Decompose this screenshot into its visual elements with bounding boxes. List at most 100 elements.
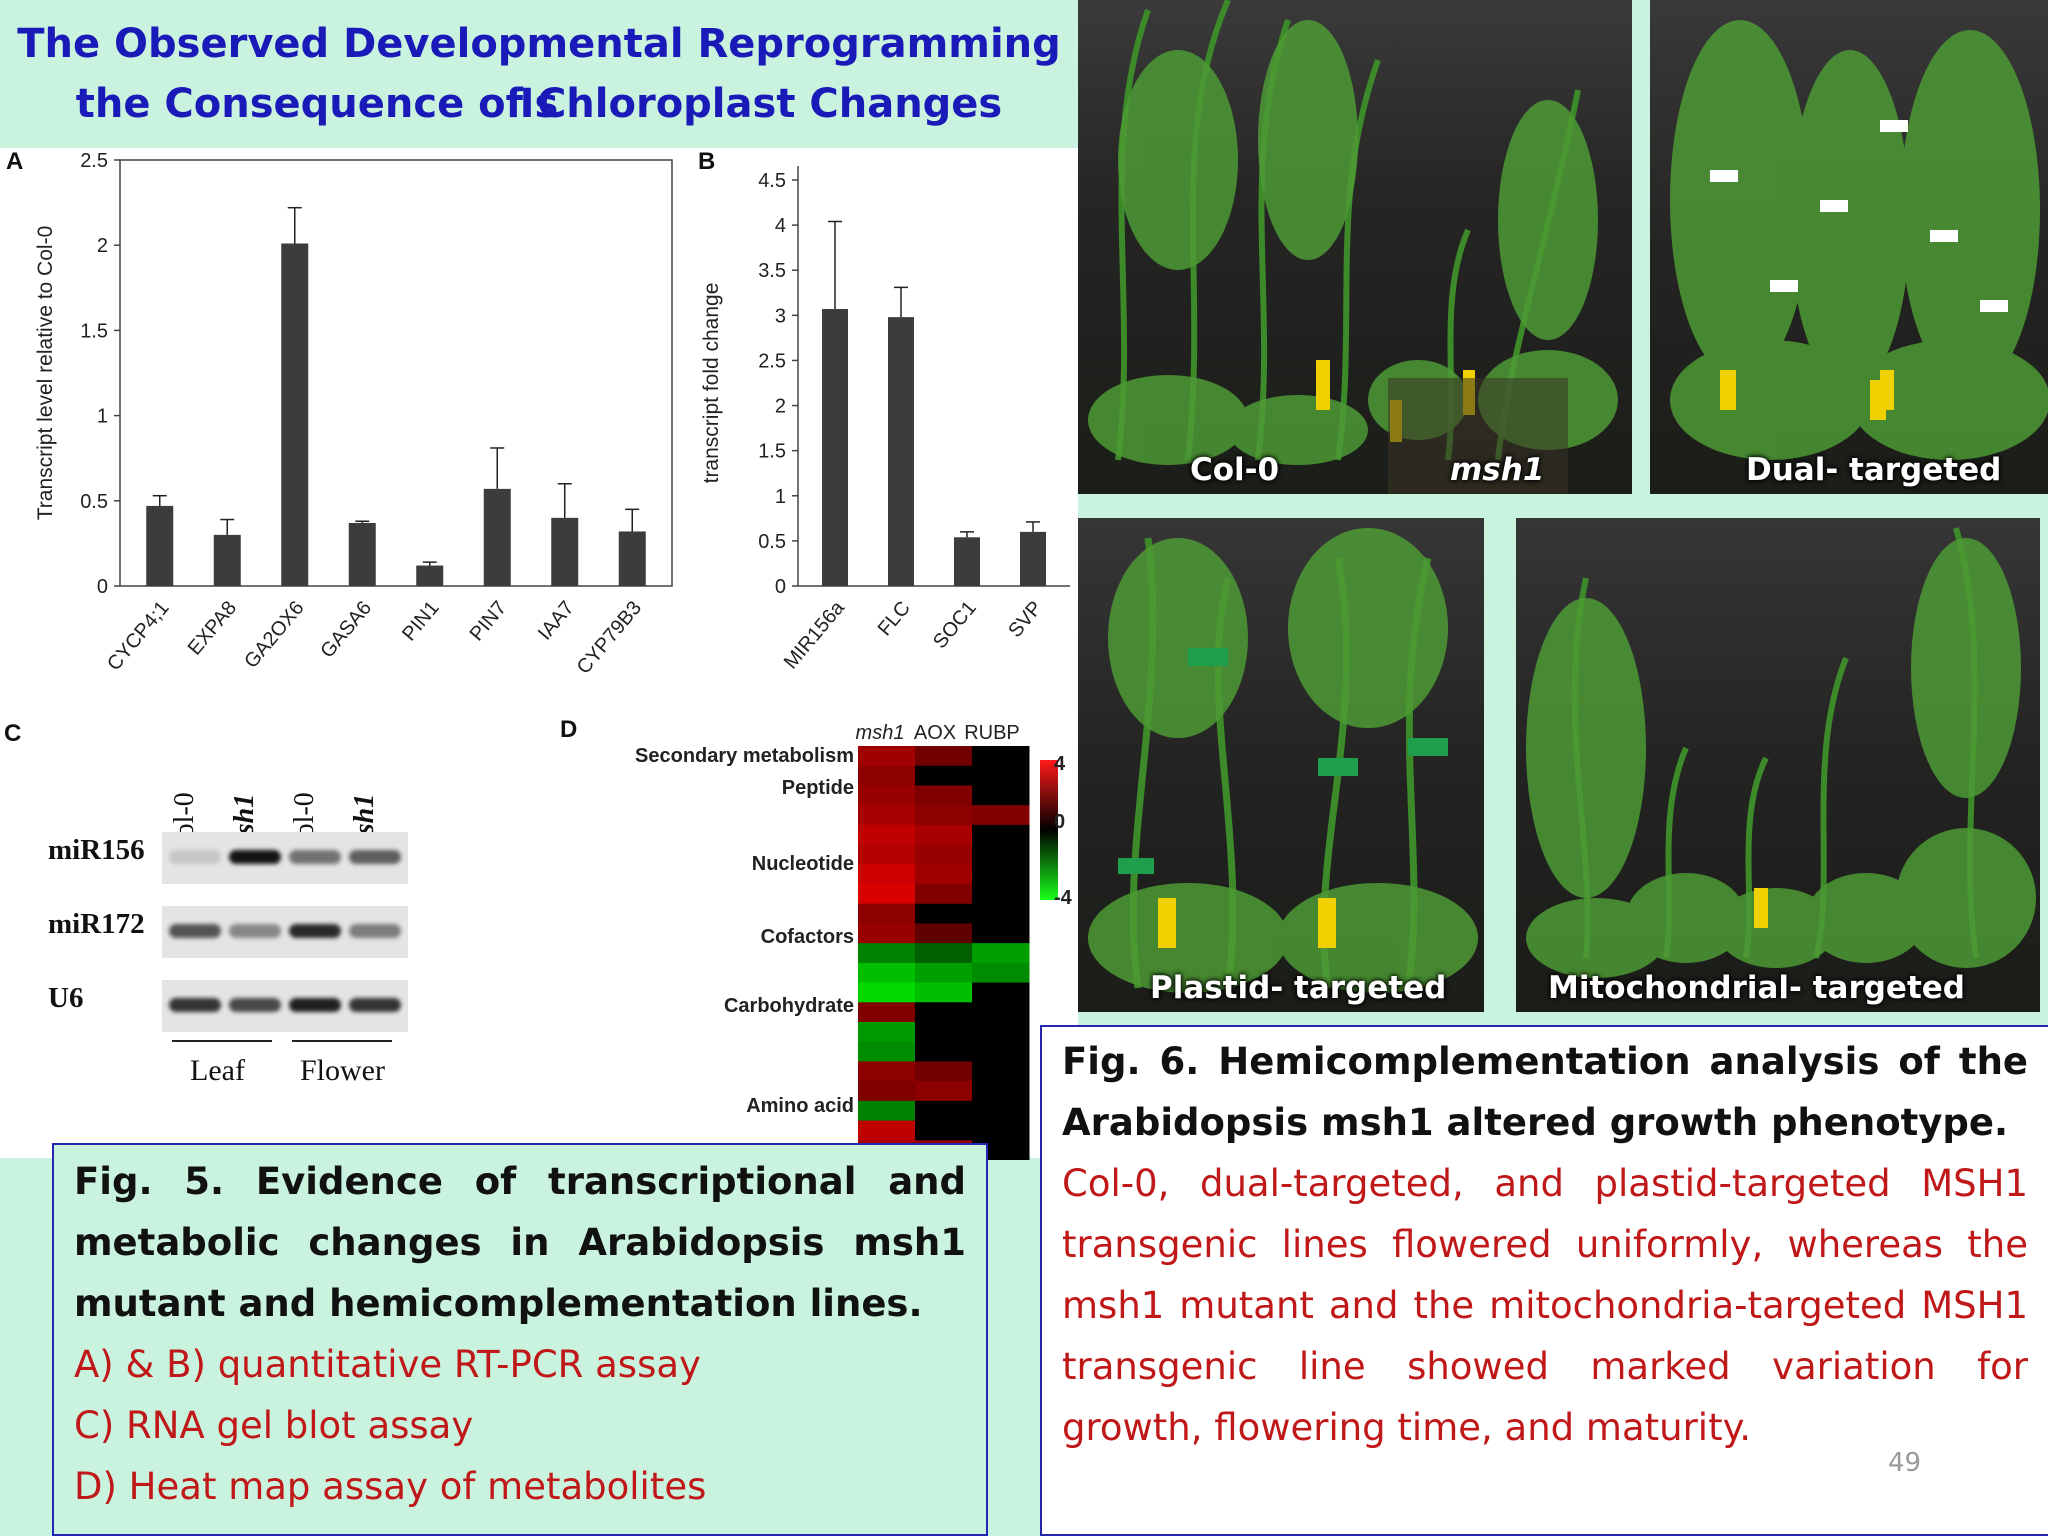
heatmap-cell bbox=[972, 982, 1030, 1003]
chart-a-y-tick-label: 0.5 bbox=[80, 491, 108, 513]
heatmap-row-group-label: Secondary metabolism bbox=[635, 745, 854, 767]
caption-fig6: Fig. 6. Hemicomplementation analysis of … bbox=[1040, 1025, 2048, 1536]
chart-b-x-tick-label: MIR156a bbox=[780, 596, 850, 673]
heatmap-cell bbox=[915, 765, 973, 786]
blot-band bbox=[289, 850, 341, 864]
chart-b-y-axis-title: transcript fold change bbox=[700, 283, 723, 484]
heatmap-row-group-label: Peptide bbox=[782, 777, 854, 799]
blot-row-label: miR156 bbox=[48, 834, 145, 866]
bar-chart-a: 0 0.5 1 1.5 2 2.5 Transcript level relative to… bbox=[34, 150, 673, 679]
heatmap-cell bbox=[915, 1002, 973, 1023]
heatmap-cell bbox=[972, 943, 1030, 964]
heatmap-cell bbox=[915, 1081, 973, 1102]
heatmap-cell bbox=[972, 844, 1030, 865]
chart-a-x-tick-label: PIN7 bbox=[466, 597, 511, 645]
heatmap-row-group-label: Nucleotide bbox=[752, 853, 854, 875]
plant-illustration bbox=[1670, 20, 2048, 460]
heatmap-cell bbox=[915, 903, 973, 924]
heatmap-row-group-label: Carbohydrate bbox=[724, 995, 854, 1017]
blot-band bbox=[169, 924, 221, 938]
heatmap-column-label: RUBP bbox=[964, 722, 1020, 744]
heatmap-cell bbox=[858, 982, 916, 1003]
heatmap-cell bbox=[915, 1061, 973, 1082]
heatmap-cell bbox=[972, 1120, 1030, 1141]
heatmap-cell bbox=[972, 1100, 1030, 1122]
blot-band bbox=[349, 850, 401, 864]
chart-b-y-tick-label: 4 bbox=[775, 215, 786, 237]
blot-group-flower: Flower bbox=[300, 1054, 385, 1087]
chart-a-plot-frame bbox=[119, 159, 673, 587]
heatmap-cell bbox=[858, 1100, 916, 1122]
chart-b-y-tick-label: 0.5 bbox=[758, 531, 786, 553]
chart-a-bar bbox=[146, 505, 174, 586]
chart-a-x-tick-label: GASA6 bbox=[316, 597, 376, 662]
chart-a-y-tick-label: 2.5 bbox=[80, 150, 108, 172]
page-number: 49 bbox=[1888, 1448, 1922, 1478]
heatmap-cell bbox=[858, 943, 916, 964]
caption6-body: Col-0, dual-targeted, and plastid-target… bbox=[1062, 1162, 2028, 1449]
heatmap-cell bbox=[915, 805, 973, 826]
heatmap-cell bbox=[858, 805, 916, 826]
heatmap-cell bbox=[915, 943, 973, 964]
caption5-line-1: A) & B) quantitative RT-PCR assay bbox=[74, 1343, 701, 1386]
title-line-2: the Consequence of Chloroplast Changes bbox=[75, 81, 1003, 127]
blot-band bbox=[289, 998, 341, 1012]
chart-a-bar bbox=[348, 522, 376, 586]
blot-band bbox=[169, 850, 221, 864]
heatmap-cell bbox=[915, 982, 973, 1003]
chart-b-y-tick-label: 2.5 bbox=[758, 350, 786, 372]
caption5-line-2: C) RNA gel blot assay bbox=[74, 1404, 474, 1447]
chart-b-y-tick-label: 1 bbox=[775, 486, 786, 508]
chart-a-y-tick-label: 0 bbox=[97, 576, 108, 598]
chart-a-bar bbox=[281, 243, 309, 586]
blot-band bbox=[229, 850, 281, 864]
colorbar-tick-label: 0 bbox=[1054, 811, 1065, 833]
heatmap-cell bbox=[858, 844, 916, 865]
plant-illustration bbox=[1088, 0, 1618, 494]
colorbar-tick-label: -4 bbox=[1054, 887, 1073, 909]
caption5-bold: Fig. 5. Evidence of transcriptional and … bbox=[74, 1160, 966, 1325]
chart-b-y-tick-label: 3 bbox=[775, 305, 786, 327]
title-line-1: The Observed Developmental Reprogramming… bbox=[17, 21, 1061, 127]
heatmap-cell bbox=[972, 765, 1030, 786]
photo-plastid-targeted: Plastid- targeted bbox=[1078, 518, 1484, 1012]
heatmap-cell bbox=[915, 1100, 973, 1122]
photo-dual-targeted: Dual- targeted bbox=[1650, 0, 2048, 494]
plant-illustration bbox=[1526, 527, 2036, 978]
caption5-line-3: D) Heat map assay of metabolites bbox=[74, 1465, 707, 1508]
chart-a-x-tick-label: EXPA8 bbox=[184, 597, 241, 659]
caption-fig5: Fig. 5. Evidence of transcriptional and … bbox=[52, 1143, 988, 1536]
heatmap-d: msh1 AOX RUBP Secondary metabolism Peptide Nu… bbox=[635, 722, 1073, 1160]
chart-b-y-tick-label: 1.5 bbox=[758, 441, 786, 463]
blot-row-label: U6 bbox=[48, 982, 84, 1014]
photo-label-msh1: msh1 bbox=[1450, 452, 1545, 488]
photo-col0-msh1: Col-0 msh1 bbox=[1078, 0, 1632, 494]
heatmap-cell bbox=[972, 923, 1030, 944]
photo-mitochondrial-targeted: Mitochondrial- targeted bbox=[1516, 518, 2040, 1012]
heatmap-cell bbox=[858, 1081, 916, 1102]
blot-group-leaf: Leaf bbox=[190, 1054, 245, 1087]
chart-a-y-tick-label: 1 bbox=[97, 406, 108, 428]
heatmap-colorbar bbox=[1040, 760, 1058, 900]
photo-label-mitochondrial-targeted: Mitochondrial- targeted bbox=[1548, 970, 1965, 1006]
heatmap-cell bbox=[858, 1041, 916, 1062]
heatmap-cell bbox=[972, 1061, 1030, 1082]
heatmap-cell bbox=[858, 923, 916, 944]
heatmap-cell bbox=[858, 765, 916, 786]
chart-a-x-tick-label: GA2OX6 bbox=[240, 597, 308, 672]
photo-label-col0: Col-0 bbox=[1190, 452, 1280, 488]
slide-title: The Observed Developmental Reprogramming… bbox=[0, 0, 1078, 148]
chart-a-bar bbox=[416, 565, 444, 586]
chart-a-bar bbox=[213, 534, 241, 586]
caption6-bold: Fig. 6. Hemicomplementation analysis of … bbox=[1062, 1040, 2028, 1144]
heatmap-cell bbox=[972, 824, 1030, 846]
heatmap-cell bbox=[858, 884, 916, 905]
chart-a-y-tick-label: 2 bbox=[97, 235, 108, 257]
heatmap-cell bbox=[858, 824, 916, 846]
heatmap-cell bbox=[858, 746, 916, 767]
photo-label-dual-targeted: Dual- targeted bbox=[1746, 452, 2002, 488]
heatmap-cell bbox=[915, 1022, 973, 1043]
heatmap-cell bbox=[858, 864, 916, 885]
chart-b-bar bbox=[1020, 531, 1046, 586]
heatmap-cell bbox=[915, 962, 973, 984]
